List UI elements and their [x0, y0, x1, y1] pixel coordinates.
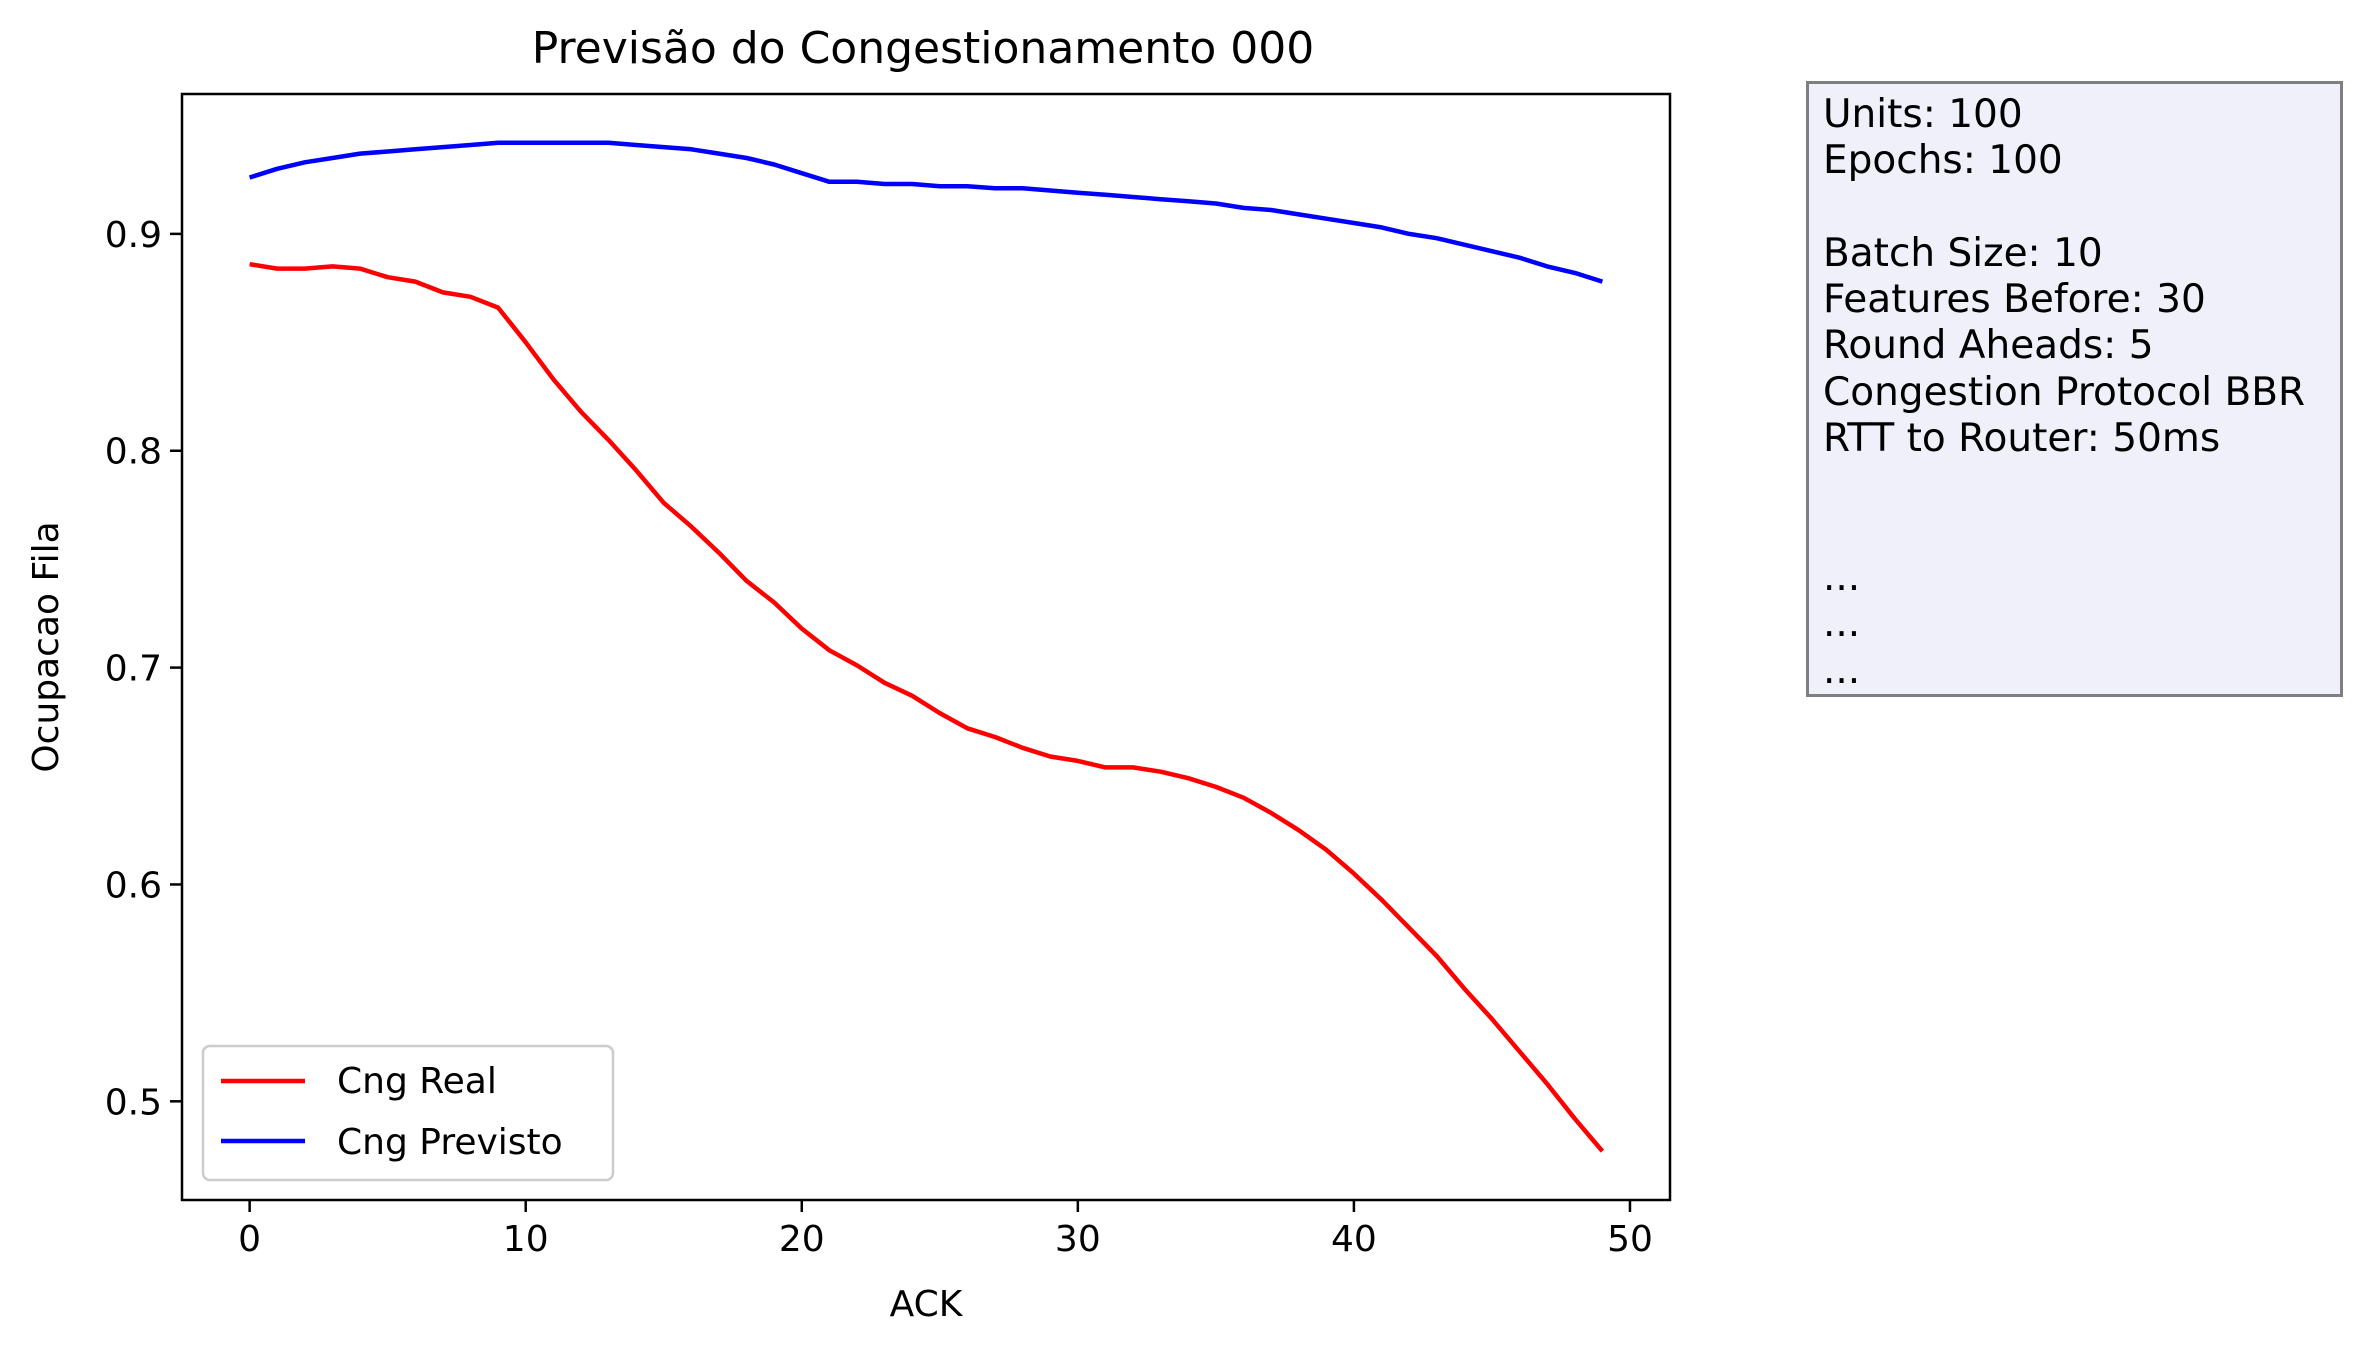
x-tick-label: 20 — [779, 1219, 825, 1260]
y-tick-label: 0.7 — [105, 649, 162, 690]
x-tick-label: 10 — [503, 1219, 549, 1260]
info-line: Epochs: 100 — [1823, 138, 2063, 184]
y-tick-label: 0.6 — [105, 865, 162, 906]
legend-label-cng-previsto: Cng Previsto — [337, 1122, 563, 1163]
info-line: RTT to Router: 50ms — [1823, 416, 2221, 462]
x-tick-label: 50 — [1607, 1219, 1653, 1260]
info-line: ... — [1823, 601, 1861, 647]
legend-frame — [201, 1044, 615, 1182]
series-line-cng-real — [249, 261, 1605, 1153]
x-tick-label: 0 — [238, 1219, 261, 1260]
series-lines — [248, 140, 1605, 1153]
x-tick-label: 40 — [1331, 1219, 1377, 1260]
y-tick-label: 0.8 — [105, 432, 162, 473]
info-line: ... — [1823, 647, 1861, 693]
plot-area — [182, 94, 1670, 1200]
y-axis-label: Ocupacao Fila — [26, 521, 67, 772]
x-axis-ticks: 0 10 20 30 40 50 — [238, 1200, 1653, 1260]
info-line: Units: 100 — [1823, 92, 2023, 137]
info-line — [1823, 462, 2340, 508]
info-line: Batch Size: 10 — [1823, 230, 2103, 276]
y-tick-label: 0.9 — [105, 215, 162, 256]
x-axis-label: ACK — [890, 1284, 964, 1325]
plot-frame — [180, 92, 1672, 1202]
info-line: ... — [1823, 554, 1861, 600]
series-line-cng-previsto — [248, 140, 1604, 284]
legend: Cng Real Cng Previsto — [201, 1044, 615, 1182]
info-line — [1823, 185, 2340, 231]
info-line: Features Before: 30 — [1823, 277, 2206, 323]
info-line: Congestion Protocol BBR — [1823, 369, 2306, 415]
info-line: Round Aheads: 5 — [1823, 323, 2154, 369]
model-info-box: Units: 100 Epochs: 100 Batch Size: 10 Featu… — [1806, 81, 2343, 697]
info-line — [1823, 509, 2340, 555]
x-tick-label: 30 — [1055, 1219, 1101, 1260]
y-tick-label: 0.5 — [105, 1082, 162, 1123]
chart-title: Previsão do Congestionamento 000 — [532, 23, 1315, 74]
y-axis-ticks: 0.5 0.6 0.7 0.8 0.9 — [105, 215, 182, 1123]
legend-label-cng-real: Cng Real — [337, 1061, 497, 1102]
